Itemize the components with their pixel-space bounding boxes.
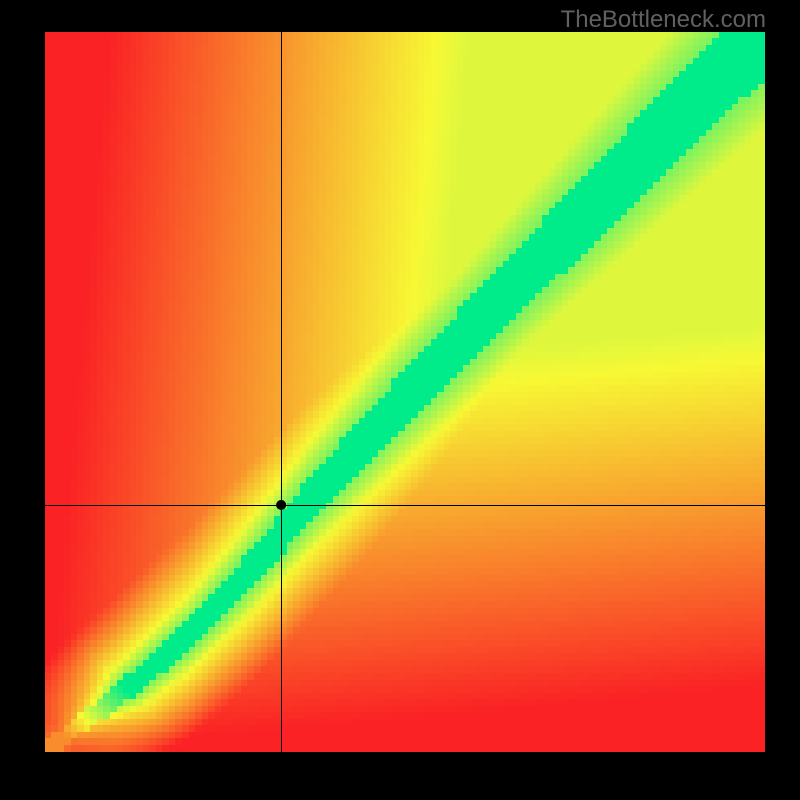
watermark-text: TheBottleneck.com: [561, 6, 766, 34]
bottleneck-heatmap-canvas: [45, 32, 765, 752]
image-root: TheBottleneck.com: [0, 0, 800, 800]
